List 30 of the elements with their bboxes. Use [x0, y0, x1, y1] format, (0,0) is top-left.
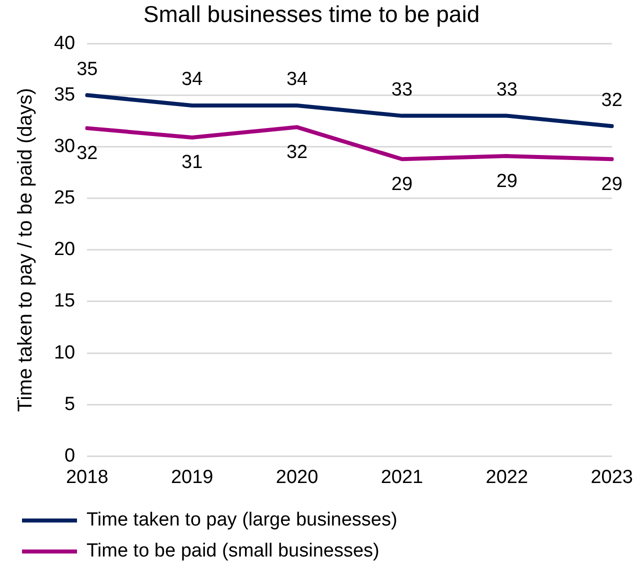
y-tick-label: 15: [54, 290, 76, 312]
y-tick-label: 0: [64, 445, 76, 466]
y-tick-label: 25: [54, 188, 76, 209]
chart-title: Small businesses time to be paid: [143, 1, 480, 28]
data-label: 29: [496, 170, 518, 192]
x-tick-label: 2022: [486, 466, 528, 488]
x-tick-label: 2023: [590, 466, 634, 488]
x-tick-label: 2019: [170, 466, 214, 488]
data-label: 32: [286, 142, 308, 163]
y-tick-label: 10: [54, 342, 76, 364]
y-axis-title: Time taken to pay / to be paid (days): [14, 88, 37, 412]
data-label: 29: [601, 174, 622, 195]
data-label: 34: [286, 69, 308, 90]
x-tick-label: 2018: [66, 466, 108, 488]
data-label: 29: [391, 174, 413, 195]
x-tick-label: 2021: [380, 466, 424, 488]
data-label: 31: [182, 152, 203, 174]
data-label: 34: [182, 69, 204, 90]
legend-label: Time to be paid (small businesses): [86, 540, 380, 562]
y-tick-label: 30: [54, 136, 76, 157]
data-label: 32: [601, 90, 622, 111]
data-label: 33: [391, 80, 413, 101]
y-tick-label: 40: [54, 32, 76, 54]
y-tick-label: 5: [64, 394, 76, 415]
x-tick-label: 2020: [276, 466, 318, 488]
y-tick-label: 35: [54, 84, 76, 106]
data-label: 32: [76, 142, 98, 164]
legend-label: Time taken to pay (large businesses): [86, 510, 398, 531]
data-label: 33: [496, 80, 518, 101]
y-tick-label: 20: [54, 239, 76, 260]
